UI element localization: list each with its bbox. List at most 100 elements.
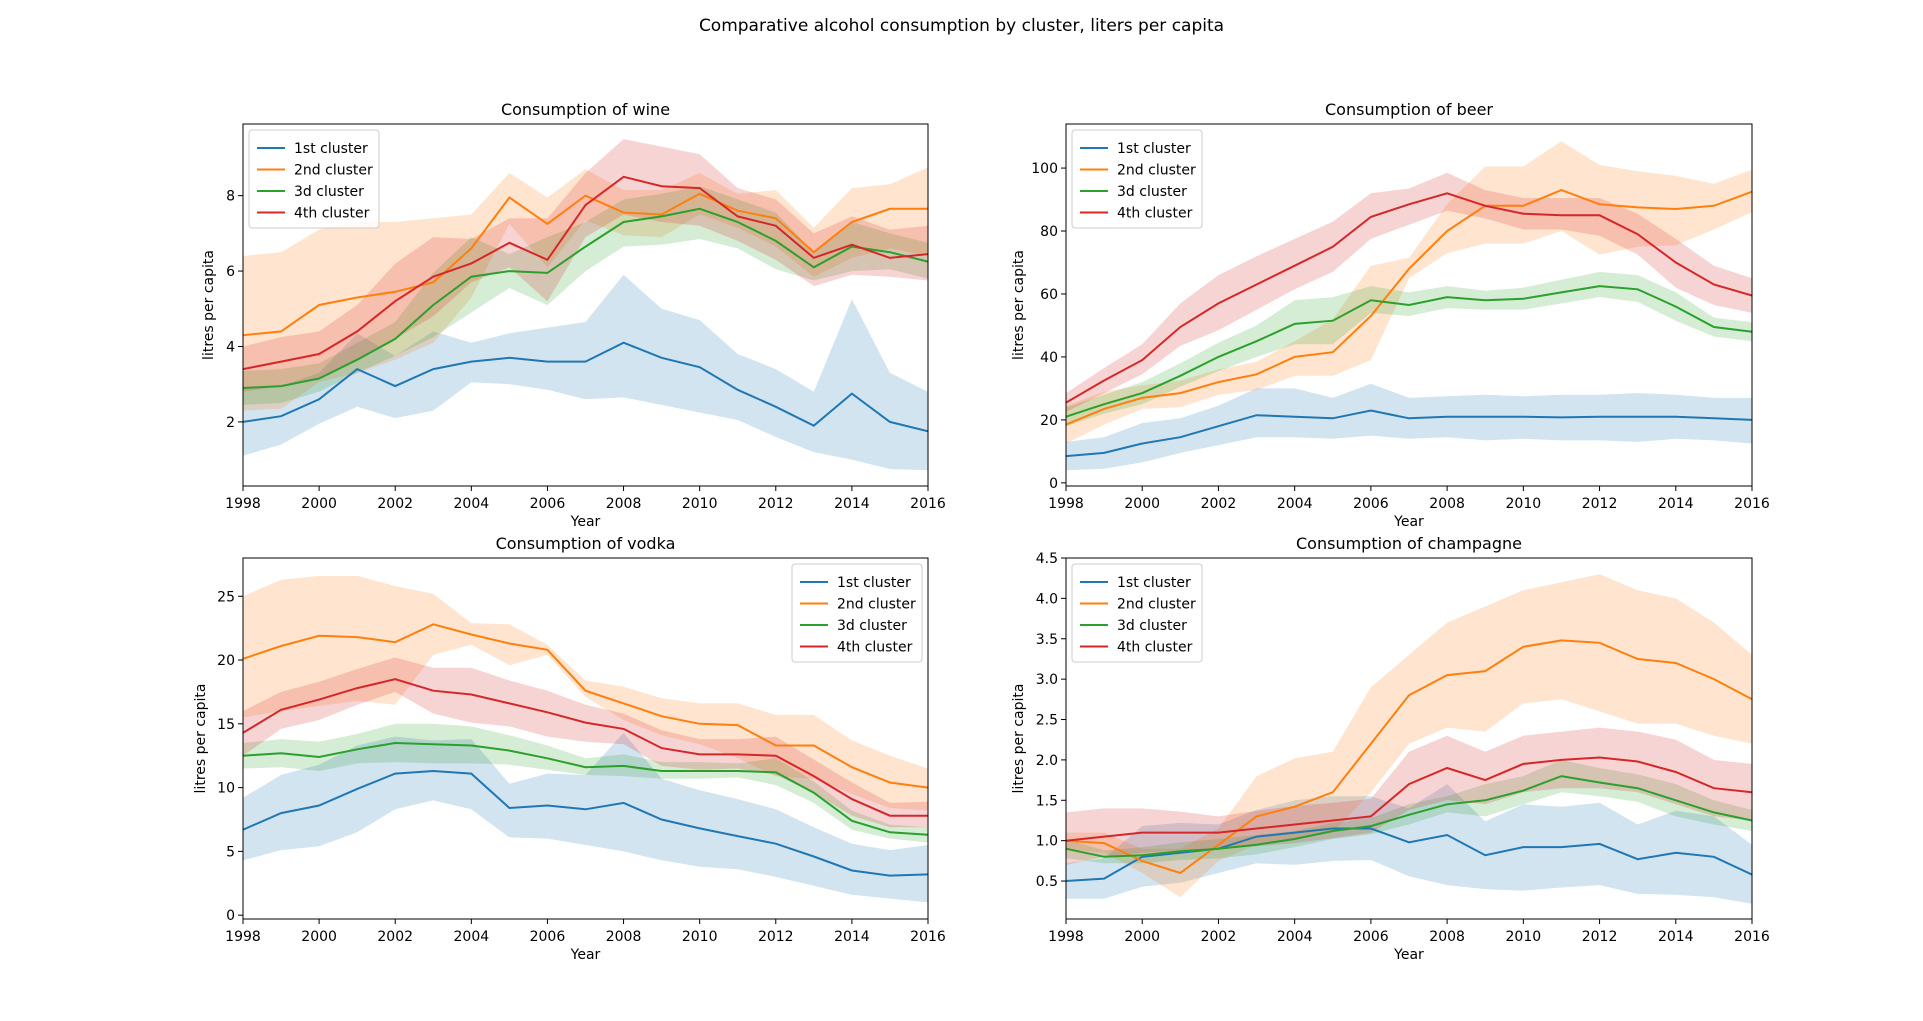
legend-box (791, 563, 923, 663)
subplot-title: Consumption of champagne (1296, 534, 1522, 553)
y-tick-label: 4.5 (1036, 551, 1058, 567)
x-tick-label: 2014 (834, 929, 870, 945)
x-tick-label: 2000 (1124, 929, 1160, 945)
confidence-band (1066, 784, 1752, 904)
legend-label: 3d cluster (1117, 618, 1187, 634)
confidence-band (1066, 141, 1752, 444)
y-tick-label: 20 (217, 653, 235, 669)
legend-label: 3d cluster (1117, 184, 1187, 200)
legend-label: 2nd cluster (294, 163, 373, 179)
x-tick-label: 2012 (758, 929, 794, 945)
y-tick-label: 0 (1049, 476, 1058, 492)
subplot-2: Consumption of beer 1998 2000 2002 2004 2006 2… (1011, 100, 1770, 530)
axes-frame (1065, 557, 1753, 920)
y-tick-label: 60 (1040, 287, 1058, 303)
legend-label: 1st cluster (1117, 141, 1191, 157)
legend-label: 3d cluster (294, 184, 364, 200)
plot-area (243, 575, 928, 903)
series-line (1066, 827, 1752, 882)
subplot-title: Consumption of vodka (496, 534, 676, 553)
confidence-band (243, 274, 928, 471)
confidence-band (243, 186, 928, 405)
x-tick-label: 2006 (1353, 496, 1389, 512)
x-tick-label: 2006 (1353, 929, 1389, 945)
x-tick-label: 1998 (1048, 496, 1084, 512)
series-line (1066, 409, 1752, 458)
y-tick-label: 3.0 (1036, 672, 1058, 688)
y-tick-label: 10 (217, 781, 235, 797)
y-tick-label: 6 (226, 264, 235, 280)
confidence-band (243, 575, 928, 811)
confidence-band (243, 167, 928, 411)
x-tick-label: 2010 (682, 929, 718, 945)
y-axis-label: litres per capita (1011, 684, 1027, 794)
series-line (1066, 189, 1752, 426)
confidence-band (1066, 574, 1752, 898)
x-tick-label: 2012 (758, 496, 794, 512)
legend-label: 1st cluster (837, 575, 911, 591)
legend: 1st cluster 2nd cluster 3d cluster 4th clus… (791, 563, 923, 663)
x-tick-label: 2014 (834, 496, 870, 512)
legend-label: 4th cluster (837, 640, 913, 656)
legend-label: 1st cluster (294, 141, 368, 157)
x-tick-label: 2016 (1734, 929, 1770, 945)
confidence-band (1066, 759, 1752, 864)
subplot-1: Consumption of wine 1998 2000 2002 2004 2006 2… (201, 100, 946, 530)
x-tick-label: 2014 (1658, 929, 1694, 945)
x-tick-label: 2010 (1506, 496, 1542, 512)
plot-area (1066, 574, 1752, 904)
subplot-title: Consumption of beer (1325, 100, 1493, 119)
series-line (243, 175, 928, 371)
x-tick-label: 1998 (225, 929, 261, 945)
x-tick-label: 2004 (1277, 496, 1313, 512)
y-tick-label: 2 (226, 415, 235, 431)
axes-frame (1065, 123, 1753, 487)
x-tick-label: 2004 (454, 929, 490, 945)
legend-box (1071, 129, 1203, 229)
y-tick-label: 5 (226, 844, 235, 860)
legend: 1st cluster 2nd cluster 3d cluster 4th clus… (1071, 129, 1203, 229)
x-tick-label: 2008 (606, 929, 642, 945)
y-axis-label: litres per capita (201, 250, 217, 360)
subplot-4: Consumption of champagne 1998 2000 2002 2004… (1011, 534, 1770, 963)
x-tick-label: 2012 (1582, 929, 1618, 945)
y-tick-label: 0.5 (1036, 874, 1058, 890)
y-tick-label: 100 (1031, 161, 1058, 177)
x-tick-label: 1998 (225, 496, 261, 512)
y-tick-label: 2.0 (1036, 753, 1058, 769)
y-axis-label: litres per capita (193, 684, 209, 794)
legend: 1st cluster 2nd cluster 3d cluster 4th clus… (1071, 563, 1203, 663)
y-tick-label: 4 (226, 339, 235, 355)
x-tick-label: 2006 (530, 929, 566, 945)
y-tick-label: 40 (1040, 350, 1058, 366)
y-axis-label: litres per capita (1011, 250, 1027, 360)
series-line (243, 623, 928, 789)
x-tick-label: 2010 (682, 496, 718, 512)
x-axis-label: Year (570, 514, 601, 530)
series-line (243, 207, 928, 389)
x-tick-label: 2002 (1201, 496, 1237, 512)
legend-label: 3d cluster (837, 618, 907, 634)
legend-label: 4th cluster (1117, 640, 1193, 656)
x-tick-label: 2002 (377, 929, 413, 945)
legend-box (1071, 563, 1203, 663)
series-line (1066, 775, 1752, 858)
axes-frame (242, 557, 929, 920)
series-line (243, 341, 928, 433)
y-tick-label: 8 (226, 189, 235, 205)
series-line (1066, 285, 1752, 418)
legend-label: 2nd cluster (837, 597, 916, 613)
x-tick-label: 2000 (1124, 496, 1160, 512)
plot-area (243, 139, 928, 471)
confidence-band (243, 657, 928, 828)
x-axis-label: Year (1393, 514, 1424, 530)
y-tick-label: 1.5 (1036, 793, 1058, 809)
x-tick-label: 2016 (910, 929, 946, 945)
confidence-band (243, 732, 928, 903)
y-tick-label: 3.5 (1036, 632, 1058, 648)
x-tick-label: 2012 (1582, 496, 1618, 512)
y-tick-label: 2.5 (1036, 713, 1058, 729)
x-tick-label: 2000 (301, 496, 337, 512)
x-tick-label: 2010 (1506, 929, 1542, 945)
